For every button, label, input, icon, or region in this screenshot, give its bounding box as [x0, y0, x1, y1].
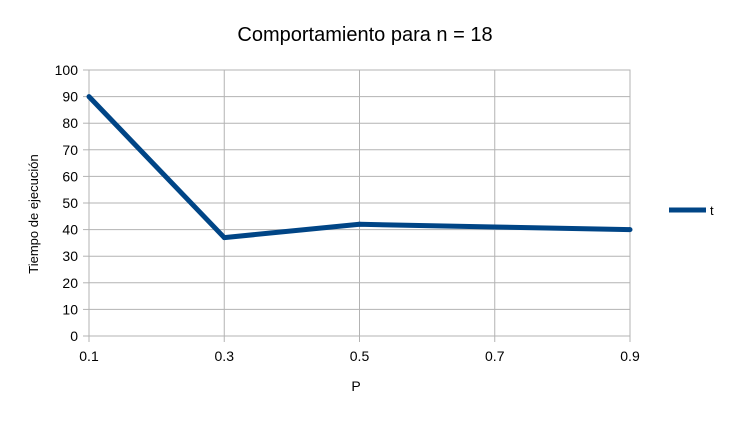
y-tick-label: 50 [62, 195, 78, 211]
x-tick-label: 0.3 [215, 348, 235, 364]
x-tick-label: 0.5 [350, 348, 370, 364]
gridlines [88, 69, 631, 337]
x-tick-label: 0.9 [620, 348, 640, 364]
y-tick-label: 20 [62, 275, 78, 291]
series-lines [86, 94, 633, 241]
y-tick-label: 80 [62, 115, 78, 131]
y-tick-label: 10 [62, 301, 78, 317]
y-axis-label: Tiempo de ejecución [26, 154, 41, 273]
data-point [492, 224, 498, 230]
x-axis-label: P [351, 378, 360, 394]
legend-label: t [710, 203, 714, 218]
x-tick-label: 0.1 [79, 348, 99, 364]
plot-area-border [88, 69, 631, 337]
y-tick-label: 30 [62, 248, 78, 264]
y-tick-label: 70 [62, 142, 78, 158]
y-tick-label: 60 [62, 168, 78, 184]
data-point [86, 94, 92, 100]
axes [83, 69, 631, 342]
y-tick-label: 40 [62, 222, 78, 238]
data-point [627, 227, 633, 233]
y-tick-label: 0 [70, 328, 78, 344]
data-point [221, 235, 227, 241]
chart-title: Comportamiento para n = 18 [237, 24, 492, 46]
legend: t [669, 203, 714, 218]
y-tick-label: 90 [62, 89, 78, 105]
x-tick-label: 0.7 [485, 348, 505, 364]
y-tick-label: 100 [55, 62, 79, 78]
data-point [357, 221, 362, 227]
tick-labels: 0 10 20 30 40 50 60 70 80 90 100 0.1 0.3 0.5 0.7 0.9 [55, 62, 640, 364]
